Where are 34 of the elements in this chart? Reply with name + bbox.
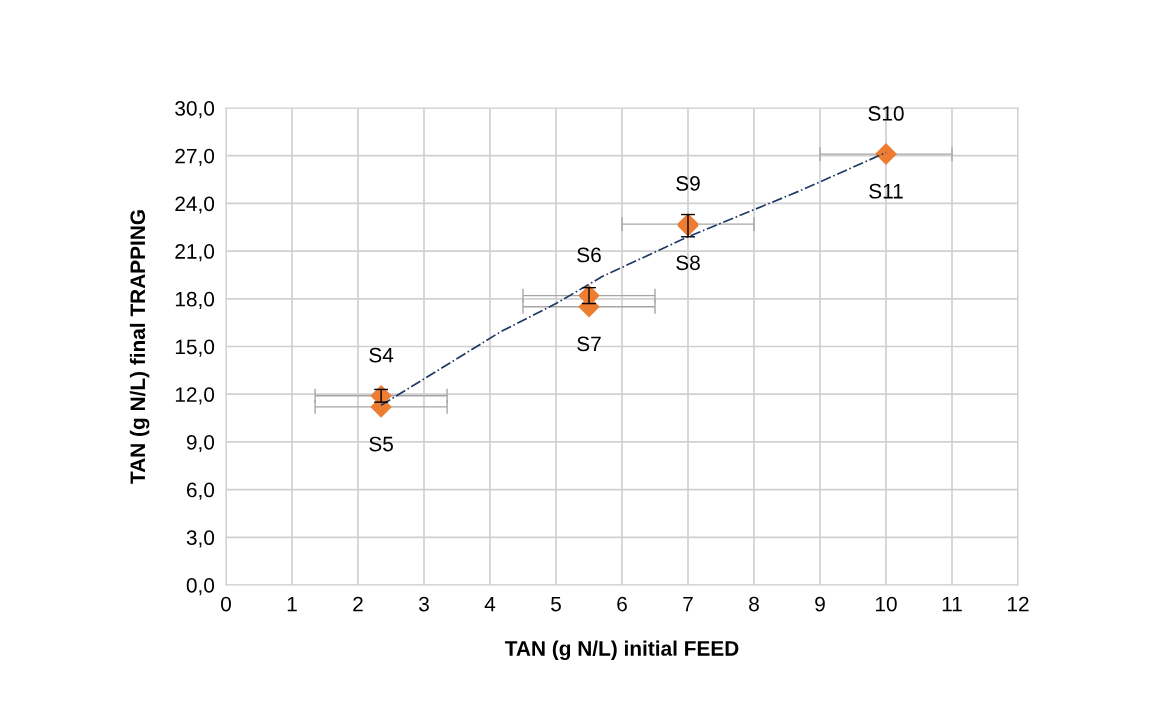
annotation: S5 [369,436,393,452]
x-tick-label: 4 [484,596,496,612]
x-tick-label: 2 [353,596,363,612]
x-tick-label: 10 [876,596,897,612]
x-tick-label: 5 [551,596,561,612]
annotation: S4 [369,347,394,363]
y-tick-label: 3,0 [186,530,215,548]
y-tick-label: 0,0 [186,578,215,596]
x-tick-label: 1 [287,596,297,612]
y-tick-label: 30,0 [175,101,215,119]
y-tick-label: 24,0 [175,196,215,214]
y-tick-label: 21,0 [175,244,215,262]
x-tick-label: 12 [1008,596,1029,612]
x-tick-label: 0 [221,596,231,612]
x-axis-title: TAN (g N/L) initial FEED [504,640,739,661]
annotation: S6 [577,247,601,263]
x-tick-label: 7 [683,596,693,612]
annotation: S7 [577,336,601,352]
y-tick-label: 12,0 [175,387,215,405]
x-tick-label: 9 [815,596,825,612]
x-tick-label: 8 [749,596,759,612]
annotation: S8 [676,255,700,271]
x-tick-label: 3 [419,596,429,612]
annotation: S10 [868,106,904,121]
annotation: S11 [869,183,903,199]
annotation: S9 [676,176,700,191]
y-axis-title: TAN (g N/L) final TRAPPING [129,210,150,484]
y-tick-label: 18,0 [175,291,215,310]
x-tick-label: 11 [942,596,962,612]
x-tick-label: 6 [617,596,627,612]
y-tick-label: 27,0 [175,148,215,166]
y-tick-label: 6,0 [186,482,215,500]
y-tick-label: 9,0 [186,434,215,453]
y-tick-label: 15,0 [175,339,215,357]
